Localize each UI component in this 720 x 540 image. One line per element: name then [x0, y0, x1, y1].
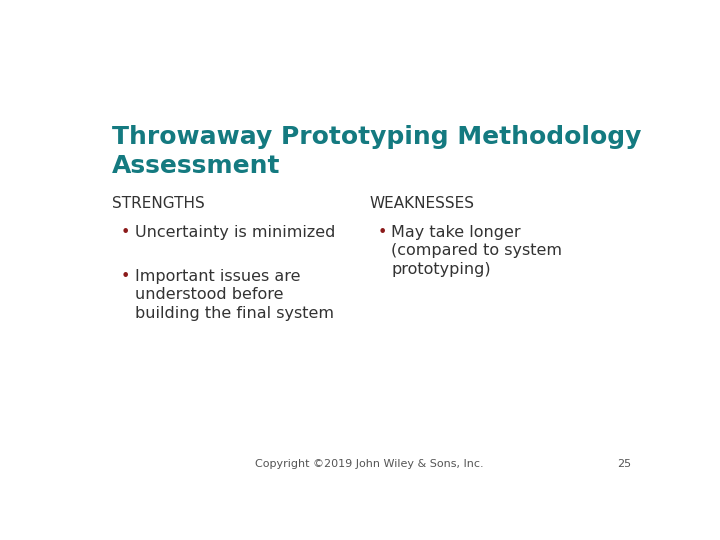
- Text: WEAKNESSES: WEAKNESSES: [369, 196, 474, 211]
- Text: STRENGTHS: STRENGTHS: [112, 196, 205, 211]
- Text: May take longer
(compared to system
prototyping): May take longer (compared to system prot…: [392, 225, 562, 277]
- Text: Uncertainty is minimized: Uncertainty is minimized: [135, 225, 335, 240]
- Text: Important issues are
understood before
building the final system: Important issues are understood before b…: [135, 268, 333, 321]
- Text: •: •: [121, 268, 130, 284]
- Text: Throwaway Prototyping Methodology
Assessment: Throwaway Prototyping Methodology Assess…: [112, 125, 642, 178]
- Text: •: •: [377, 225, 387, 240]
- Text: •: •: [121, 225, 130, 240]
- Text: Copyright ©2019 John Wiley & Sons, Inc.: Copyright ©2019 John Wiley & Sons, Inc.: [255, 459, 483, 469]
- Text: 25: 25: [617, 459, 631, 469]
